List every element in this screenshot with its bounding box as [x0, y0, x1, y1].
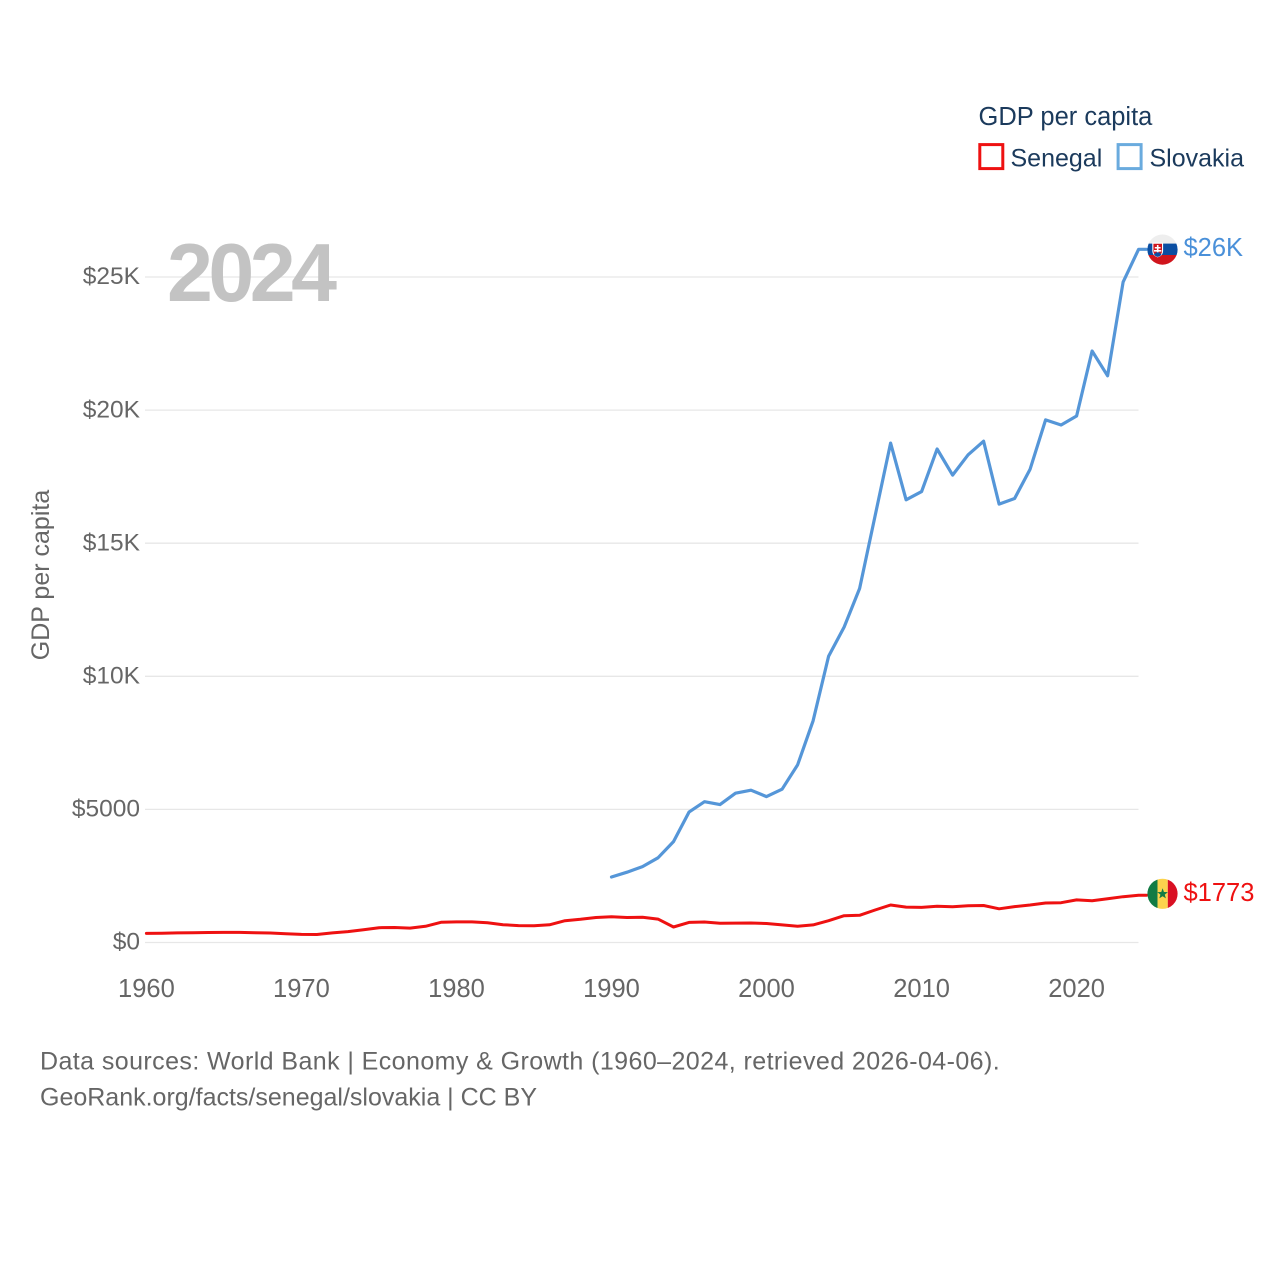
svg-text:$10K: $10K [83, 663, 141, 690]
svg-text:2000: 2000 [738, 975, 795, 1003]
svg-text:2020: 2020 [1048, 975, 1105, 1003]
svg-text:1990: 1990 [583, 975, 640, 1003]
svg-text:GDP per capita: GDP per capita [979, 103, 1154, 131]
svg-text:$25K: $25K [83, 263, 141, 290]
svg-text:2010: 2010 [893, 975, 950, 1003]
svg-text:$20K: $20K [83, 396, 141, 423]
svg-text:GeoRank.org/facts/senegal/slov: GeoRank.org/facts/senegal/slovakia | CC … [40, 1084, 537, 1112]
svg-text:$15K: $15K [83, 529, 141, 556]
svg-text:$26K: $26K [1184, 234, 1244, 262]
svg-text:Slovakia: Slovakia [1150, 145, 1245, 173]
svg-text:Data sources: World Bank | Eco: Data sources: World Bank | Economy & Gro… [40, 1048, 1000, 1076]
svg-text:GDP per capita: GDP per capita [27, 490, 55, 661]
svg-text:$0: $0 [113, 929, 140, 956]
svg-text:2024: 2024 [167, 227, 337, 319]
svg-text:$1773: $1773 [1184, 879, 1255, 907]
svg-text:1980: 1980 [428, 975, 485, 1003]
svg-text:$5000: $5000 [72, 796, 140, 823]
svg-text:1960: 1960 [118, 975, 175, 1003]
svg-text:1970: 1970 [273, 975, 330, 1003]
svg-text:Senegal: Senegal [1011, 145, 1103, 173]
